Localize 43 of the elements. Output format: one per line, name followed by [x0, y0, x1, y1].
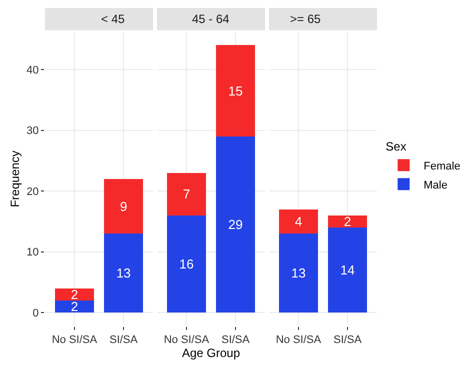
data-label: 13: [291, 266, 306, 281]
chart-title: 45 - 64: [192, 12, 230, 26]
y-tick-label: 40: [26, 64, 39, 76]
data-label: 15: [228, 83, 243, 98]
chart-title: < 45: [101, 12, 126, 26]
x-tick-label: SI/SA: [221, 334, 250, 346]
chart-title: >= 65: [290, 12, 322, 26]
legend-label: Female: [424, 160, 460, 172]
bar: [216, 45, 256, 136]
x-tick-label: SI/SA: [109, 334, 138, 346]
x-tick-label: No SI/SA: [164, 334, 210, 346]
y-tick-label: 30: [26, 125, 39, 138]
bar: [328, 215, 368, 228]
bar: [54, 300, 94, 313]
bar: [166, 172, 206, 216]
data-label: 29: [228, 217, 243, 232]
data-label: 2: [344, 214, 352, 229]
data-label: 9: [120, 198, 128, 214]
legend-title: Sex: [386, 140, 406, 154]
x-tick-label: SI/SA: [333, 334, 362, 346]
y-tick-label: 20: [26, 186, 39, 198]
bar: [216, 136, 256, 313]
data-label: 7: [182, 186, 190, 202]
bar: [278, 234, 318, 313]
bar: [328, 228, 368, 313]
x-tick-label: No SI/SA: [52, 334, 98, 346]
y-tick-label: 0: [32, 307, 39, 320]
x-axis-title: Age Group: [182, 346, 240, 360]
data-label: 14: [340, 262, 355, 278]
bar: [104, 178, 144, 234]
bar: [54, 288, 94, 300]
bar: [104, 234, 144, 313]
y-tick-label: 10: [26, 246, 39, 259]
data-label: 4: [294, 214, 302, 229]
bar: [278, 209, 318, 234]
x-tick-label: No SI/SA: [276, 334, 322, 346]
legend-label: Male: [424, 179, 448, 192]
data-label: 16: [179, 256, 194, 272]
y-axis-title: Frequency: [8, 150, 22, 208]
data-label: 2: [70, 299, 78, 314]
data-label: 2: [70, 286, 78, 302]
bar: [166, 215, 206, 313]
data-label: 13: [116, 266, 131, 281]
